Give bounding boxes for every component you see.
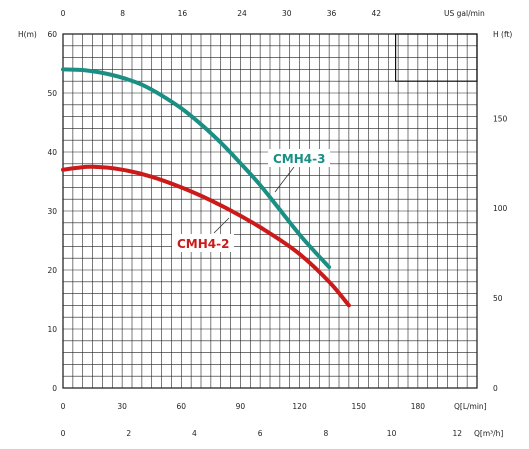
x-tick-label: 90 xyxy=(236,402,246,411)
cmh4-3-leader xyxy=(274,166,295,193)
y2-tick-label: 0 xyxy=(493,384,498,393)
x2-tick-label: 4 xyxy=(192,429,197,438)
x-tick-label: 30 xyxy=(117,402,127,411)
right-axis-label: H (ft) xyxy=(493,30,512,39)
x-tick-label: 60 xyxy=(177,402,187,411)
bottom-axis-label-lmin: Q[L/min] xyxy=(454,402,487,411)
grid-box-top-right xyxy=(395,33,478,82)
top-tick-label: 0 xyxy=(61,9,66,18)
cmh4-3-label-bg xyxy=(268,149,330,167)
top-tick-label: 8 xyxy=(120,9,125,18)
x2-tick-label: 2 xyxy=(126,429,131,438)
series-line-cmh4-2 xyxy=(61,164,351,308)
x-tick-label: 180 xyxy=(411,402,426,411)
series-line-cmh4-3 xyxy=(61,67,332,270)
x-tick-label: 120 xyxy=(292,402,307,411)
y-tick-label: 30 xyxy=(47,207,57,216)
x2-tick-label: 12 xyxy=(453,429,463,438)
cmh4-3-label: CMH4-3 xyxy=(273,152,325,166)
cmh4-2-label: CMH4-2 xyxy=(177,237,229,251)
x2-tick-label: 10 xyxy=(387,429,397,438)
y-tick-label: 0 xyxy=(52,384,57,393)
x2-tick-label: 8 xyxy=(323,429,328,438)
series-group xyxy=(61,67,351,308)
top-tick-label: 42 xyxy=(372,9,382,18)
y2-tick-label: 150 xyxy=(493,114,508,123)
top-tick-label: 36 xyxy=(327,9,337,18)
top-axis-label: US gal/min xyxy=(444,9,485,18)
x2-tick-label: 0 xyxy=(61,429,66,438)
top-tick-label: 30 xyxy=(282,9,292,18)
x-tick-label: 150 xyxy=(352,402,367,411)
y-tick-label: 10 xyxy=(47,325,57,334)
y-tick-label: 20 xyxy=(47,266,57,275)
bottom-axis-label-m3h: Q[m³/h] xyxy=(474,429,503,438)
top-tick-label: 16 xyxy=(178,9,188,18)
grid xyxy=(62,33,478,389)
cmh4-2-leader xyxy=(213,217,230,234)
top-tick-label: 24 xyxy=(237,9,247,18)
y2-tick-label: 100 xyxy=(493,204,508,213)
x2-tick-label: 6 xyxy=(258,429,263,438)
left-axis-label: H(m) xyxy=(18,30,37,39)
cmh4-2-label-bg xyxy=(172,234,234,252)
y-tick-label: 40 xyxy=(47,148,57,157)
y-tick-label: 60 xyxy=(47,30,57,39)
y-tick-label: 50 xyxy=(47,89,57,98)
y2-tick-label: 50 xyxy=(493,294,503,303)
x-tick-label: 0 xyxy=(61,402,66,411)
